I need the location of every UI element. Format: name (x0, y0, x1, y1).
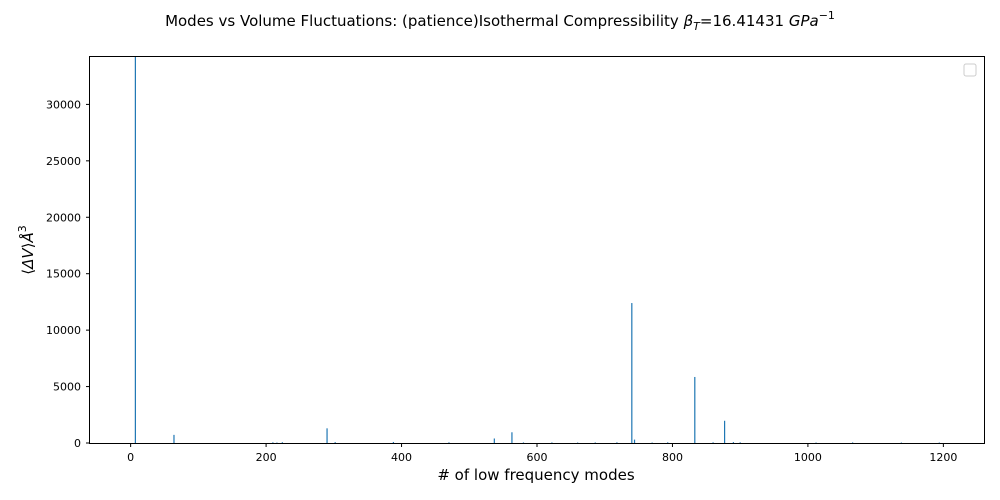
bar-mode-1194 (938, 442, 940, 444)
bar-mode-744 (633, 439, 636, 443)
x-axis-label: # of low frequency modes (437, 466, 634, 484)
bar-mode-740 (631, 303, 633, 443)
chart-title-unit: GPa (789, 12, 819, 30)
bar-mode-210 (272, 442, 274, 443)
x-tick-label: 1200 (929, 451, 957, 464)
chart-title-text: Modes vs Volume Fluctuations: (patience)… (165, 12, 679, 30)
bar-mode-1012 (815, 442, 817, 444)
bar-mode-1138 (900, 442, 902, 444)
bar-mode-64 (173, 434, 175, 443)
y-axis-label: ⟨ΔV⟩Å3 (16, 225, 37, 275)
bar-mode-1066 (852, 442, 854, 444)
plot-area: 0 200 400 600 800 1000 1200 0 5000 10000 15000 200… (46, 56, 985, 464)
bar-mode-686 (594, 442, 596, 444)
x-tick-label: 800 (662, 451, 683, 464)
x-tick-label: 200 (256, 451, 277, 464)
bar-mode-770 (651, 442, 653, 444)
chart-title-value: =16.41431 (700, 12, 784, 30)
y-axis-ticks: 0 5000 10000 15000 20000 25000 30000 (46, 98, 90, 450)
bar-mode-388 (392, 441, 395, 443)
y-tick-label: 15000 (46, 268, 81, 281)
y-label-close: ⟩ (19, 243, 37, 249)
chart-title-symbol-sub: T (693, 20, 701, 33)
y-tick-label: 30000 (46, 98, 81, 111)
y-tick-label: 5000 (53, 381, 81, 394)
x-tick-label: 1000 (794, 451, 822, 464)
chart-title-unit-exp: −1 (819, 9, 835, 22)
bar-mode-7 (134, 57, 136, 443)
bar-mode-860 (712, 442, 714, 443)
bar-mode-660 (577, 442, 579, 444)
x-tick-label: 600 (527, 451, 548, 464)
bar-mode-900 (739, 442, 741, 443)
y-label-v: V (19, 247, 37, 259)
y-label-unit: Å (18, 232, 37, 243)
bar-mode-890 (732, 442, 735, 443)
bars-group (134, 57, 940, 444)
bar-mode-718 (616, 442, 618, 443)
bar-mode-563 (511, 432, 513, 443)
plot-frame (89, 56, 985, 444)
bar-mode-877 (724, 420, 726, 443)
y-tick-label: 20000 (46, 211, 81, 224)
y-tick-label: 10000 (46, 324, 81, 337)
bar-mode-216 (276, 442, 278, 444)
bar-mode-224 (281, 442, 283, 443)
bar-mode-580 (522, 442, 525, 444)
bar-mode-833 (694, 376, 696, 443)
y-label-open: ⟨ (19, 269, 37, 275)
bar-mode-622 (551, 442, 553, 444)
x-tick-label: 400 (391, 451, 412, 464)
chart-title-symbol: β (683, 12, 694, 30)
bar-mode-537 (493, 438, 495, 443)
y-tick-label: 25000 (46, 155, 81, 168)
y-tick-label: 0 (74, 437, 81, 450)
bar-mode-793 (667, 442, 669, 443)
bar-mode-290 (326, 428, 328, 443)
y-label-delta: Δ (19, 259, 37, 270)
bar-mode-470 (448, 442, 450, 443)
bar-mode-302 (334, 442, 336, 443)
x-axis-ticks: 0 200 400 600 800 1000 1200 (127, 443, 957, 464)
y-label-exp: 3 (16, 225, 29, 232)
chart-title: Modes vs Volume Fluctuations: (patience)… (165, 9, 835, 33)
legend-box (963, 63, 977, 77)
x-tick-label: 0 (127, 451, 134, 464)
